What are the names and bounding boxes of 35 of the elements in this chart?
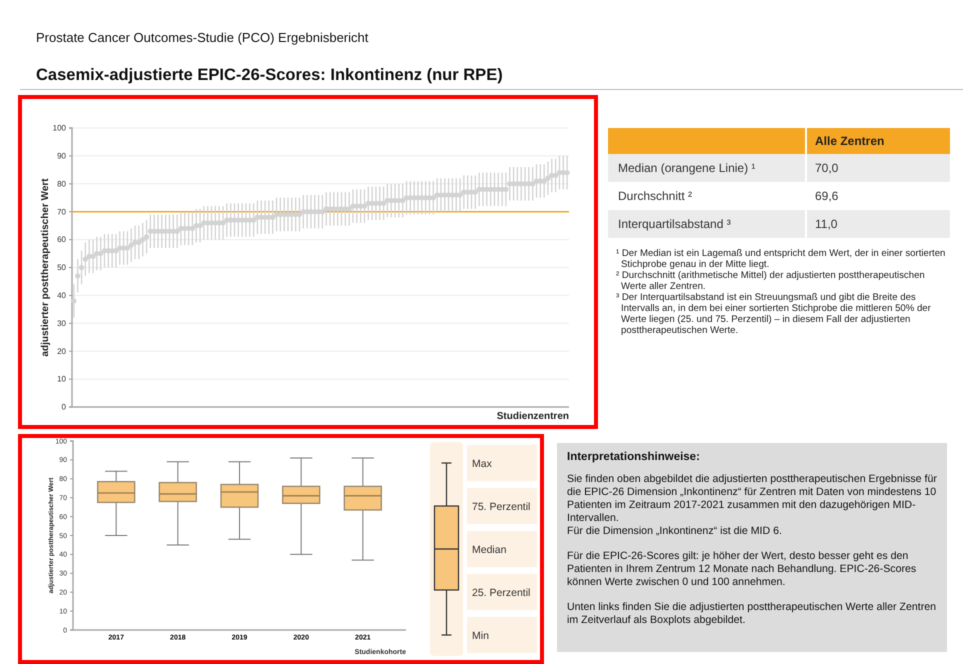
y-tick-label: 100: [52, 124, 67, 133]
table-header: Alle Zentren: [608, 128, 950, 154]
text: Sie finden oben abgebildet die adjustierten posttherapeutischen Ergebnisse für die EPIC-26 Dimension „Inkontinenz“ für Zentren mit Daten von mindestens 10 Patienten im Zeitraum 2017-2021 zusammen mit den dazugehörigen MID-Intervallen. Für die Dimension „Inkontinenz“ ist die MID 6.: [567, 473, 937, 538]
chart-subtitle: Prostate Cancer Outcomes-Studie (PCO) Ergebnisbericht: [36, 30, 368, 45]
text: Max: [472, 458, 493, 470]
text: ² Durchschnitt (arithmetische Mittel) der adjustierten posttherapeutischen Werte aller Zentren.: [616, 270, 926, 292]
text: Min: [472, 630, 490, 642]
chart-title: Casemix-adjustierte EPIC-26-Scores: Inkontinenz (nur RPE): [36, 66, 503, 85]
x-axis-title: Studienzentren: [496, 411, 569, 422]
text: Median: [472, 544, 507, 556]
text: 75. Perzentil: [472, 501, 530, 513]
y-tick-label: 50: [57, 263, 67, 272]
text: ³ Der Interquartilsabstand ist ein Streuungsmaß und gibt die Breite des Intervalls an, in dem bei einer sortierten Stichprobe die mittleren 50% der Werte liegen (25. und 75. Perzentil) – in diesem Fall der adjustierten posttherapeutischen Werte.: [616, 292, 932, 336]
y-tick-label: 60: [57, 235, 67, 244]
y-tick-label: 80: [57, 179, 67, 188]
table-row: Durchschnitt ² 69,6: [608, 182, 950, 210]
y-tick-label: 30: [57, 318, 67, 328]
y-tick-label: 70: [57, 207, 67, 216]
y-tick-label: 90: [57, 151, 67, 160]
category-label: Interquartilsabstand ³: [608, 210, 806, 238]
y-axis-title: adjustierter posttherapeutischer Wert: [40, 178, 51, 357]
text: 25. Perzentil: [472, 587, 530, 599]
y-tick-label: 10: [57, 374, 67, 384]
table-row: Interquartilsabstand ³ 11,0: [608, 210, 950, 238]
category-label: Durchschnitt ²: [608, 182, 806, 210]
table-row: Median (orangene Linie) ¹ 70,0: [608, 154, 950, 182]
legend-title: Alle Zentren: [814, 133, 886, 150]
text: ¹ Der Median ist ein Lagemaß und entspricht dem Wert, der in einer sortierten Stichprobe genau in der Mitte liegt.: [616, 248, 946, 270]
y-tick-label: 40: [57, 290, 67, 300]
text: Interpretationshinweise:: [567, 451, 701, 464]
text: Unten links finden Sie die adjustierten posttherapeutischen Werte aller Zentren im Zeitverlauf als Boxplots abgebildet.: [567, 601, 937, 627]
y-tick-label: 0: [62, 402, 67, 412]
y-tick-label: 20: [57, 346, 67, 356]
category-label: Median (orangene Linie) ¹: [608, 154, 806, 182]
text: Für die EPIC-26-Scores gilt: je höher der Wert, desto besser geht es den Patienten in Ihrem Zentrum 12 Monate nach Behandlung. EPIC-26-Scores können Werte zwischen 0 und 100 annehmen.: [567, 550, 918, 589]
